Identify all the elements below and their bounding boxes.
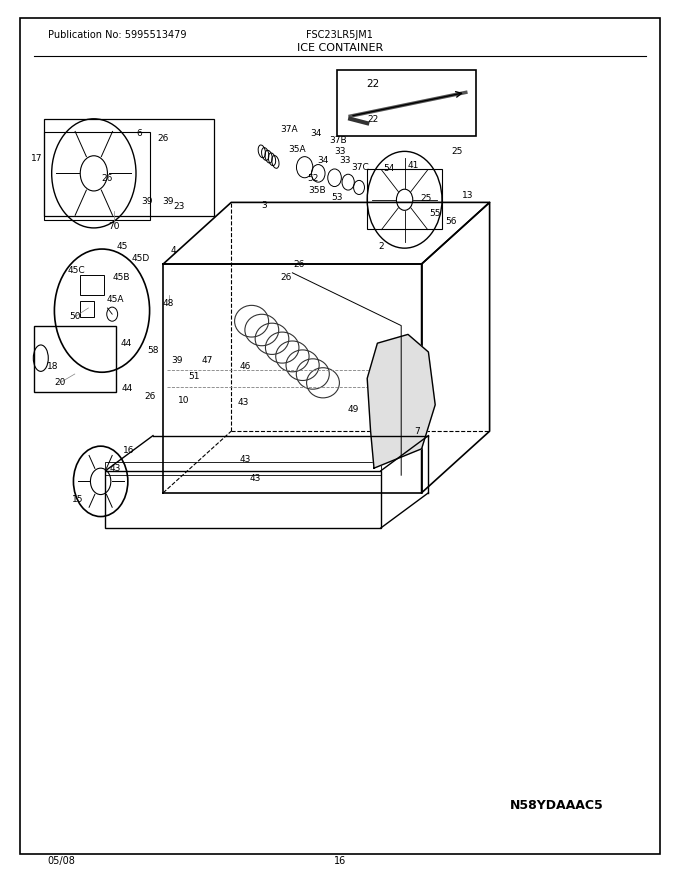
Bar xyxy=(105,462,381,475)
Text: 26: 26 xyxy=(144,392,155,400)
Bar xyxy=(34,326,116,392)
Text: 45C: 45C xyxy=(68,266,86,275)
Text: 3: 3 xyxy=(261,202,267,210)
Text: 05/08: 05/08 xyxy=(48,855,75,866)
Text: 34: 34 xyxy=(311,129,322,138)
Text: Publication No: 5995513479: Publication No: 5995513479 xyxy=(48,30,186,40)
Text: 70: 70 xyxy=(109,222,120,231)
Text: 26: 26 xyxy=(294,260,305,268)
Text: 4: 4 xyxy=(171,246,176,255)
Text: 16: 16 xyxy=(334,855,346,866)
Text: 2: 2 xyxy=(378,242,384,251)
Text: 18: 18 xyxy=(48,363,58,371)
Bar xyxy=(80,275,104,295)
Text: 45B: 45B xyxy=(112,273,130,282)
Text: 43: 43 xyxy=(239,455,250,464)
Text: 39: 39 xyxy=(172,356,183,365)
Bar xyxy=(337,70,476,136)
Text: 44: 44 xyxy=(120,339,131,348)
Text: 39: 39 xyxy=(163,197,173,206)
Text: 23: 23 xyxy=(174,202,185,211)
Text: 44: 44 xyxy=(122,385,133,393)
Text: 37B: 37B xyxy=(329,136,347,145)
Text: 45D: 45D xyxy=(132,254,150,263)
Text: 15: 15 xyxy=(73,495,84,504)
Text: 52: 52 xyxy=(307,174,318,183)
Text: 6: 6 xyxy=(137,129,142,138)
Bar xyxy=(44,132,150,220)
Text: 54: 54 xyxy=(384,165,394,173)
Text: 53: 53 xyxy=(331,193,342,202)
Text: 37A: 37A xyxy=(280,125,298,134)
Text: FSC23LR5JM1: FSC23LR5JM1 xyxy=(306,30,373,40)
Text: 34: 34 xyxy=(318,156,328,165)
Text: 7: 7 xyxy=(414,427,420,436)
Text: 45A: 45A xyxy=(107,295,124,304)
Text: 48: 48 xyxy=(163,299,174,308)
Text: 47: 47 xyxy=(202,356,213,365)
Text: 56: 56 xyxy=(446,217,457,226)
Text: 41: 41 xyxy=(407,161,418,170)
Text: 10: 10 xyxy=(178,396,189,405)
Text: 17: 17 xyxy=(31,154,42,163)
Bar xyxy=(44,119,214,216)
Text: 26: 26 xyxy=(280,273,291,282)
Text: 16: 16 xyxy=(124,446,135,455)
Text: 35A: 35A xyxy=(288,145,306,154)
Text: 50: 50 xyxy=(69,312,80,321)
Text: N58YDAAAC5: N58YDAAAC5 xyxy=(510,799,604,811)
Bar xyxy=(80,301,94,317)
Bar xyxy=(105,471,381,528)
Text: 58: 58 xyxy=(148,346,158,355)
Text: 45: 45 xyxy=(117,242,128,251)
Polygon shape xyxy=(367,334,435,468)
Text: 33: 33 xyxy=(335,147,345,156)
Text: 20: 20 xyxy=(54,378,65,387)
Text: 35B: 35B xyxy=(309,187,326,195)
Text: 22: 22 xyxy=(367,115,378,124)
Text: 39: 39 xyxy=(141,197,152,206)
Text: 22: 22 xyxy=(366,79,379,90)
Text: 37C: 37C xyxy=(351,163,369,172)
Text: 13: 13 xyxy=(462,191,473,200)
Text: 25: 25 xyxy=(452,147,462,156)
Text: 26: 26 xyxy=(102,174,113,183)
Text: 43: 43 xyxy=(250,474,260,483)
Bar xyxy=(367,169,442,229)
Text: 43: 43 xyxy=(110,464,121,473)
Text: ICE CONTAINER: ICE CONTAINER xyxy=(297,43,383,54)
Text: 55: 55 xyxy=(430,209,441,218)
Text: 43: 43 xyxy=(238,398,249,407)
Text: 49: 49 xyxy=(348,405,359,414)
Text: 25: 25 xyxy=(421,194,432,203)
Text: 51: 51 xyxy=(188,372,199,381)
Text: 26: 26 xyxy=(158,134,169,143)
Text: 33: 33 xyxy=(340,156,351,165)
Text: 46: 46 xyxy=(239,363,250,371)
